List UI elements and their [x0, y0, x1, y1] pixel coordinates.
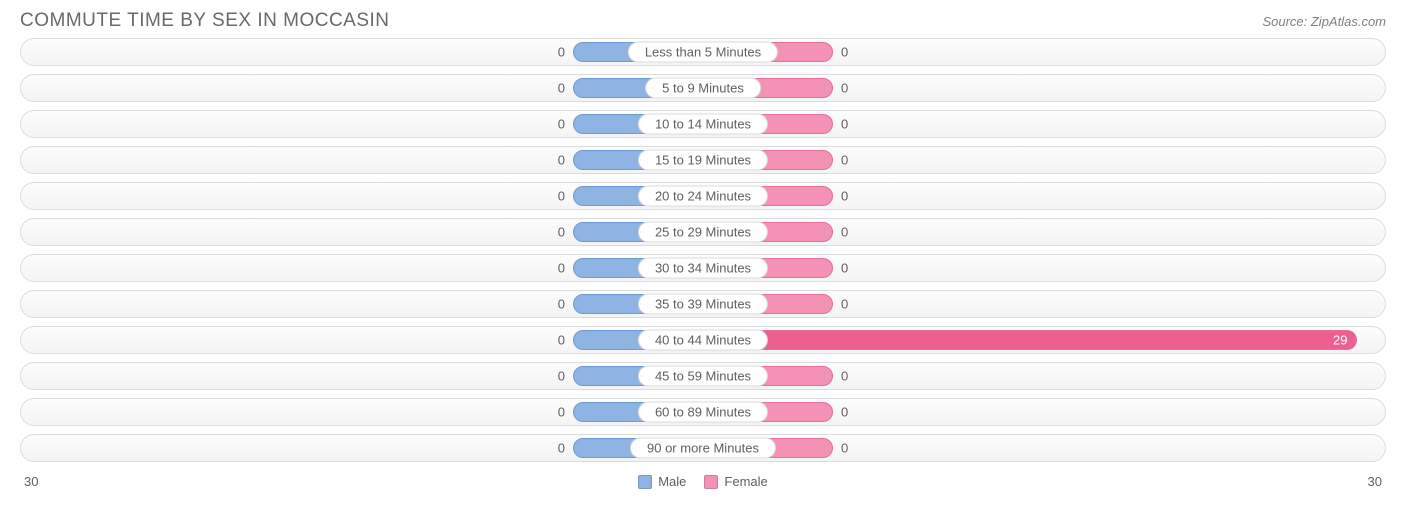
male-value: 0 — [558, 225, 565, 240]
row-category-label: 90 or more Minutes — [630, 438, 776, 459]
female-value: 0 — [841, 369, 848, 384]
axis-max-right: 30 — [1368, 474, 1382, 489]
legend-label-female: Female — [724, 474, 767, 489]
male-value: 0 — [558, 297, 565, 312]
male-value: 0 — [558, 441, 565, 456]
chart-row: 0 0 60 to 89 Minutes — [20, 398, 1386, 426]
row-category-label: 15 to 19 Minutes — [638, 150, 768, 171]
row-category-label: 10 to 14 Minutes — [638, 114, 768, 135]
row-category-label: 45 to 59 Minutes — [638, 366, 768, 387]
female-value: 0 — [841, 261, 848, 276]
axis-max-left: 30 — [24, 474, 38, 489]
legend: Male Female — [638, 474, 768, 489]
chart-header: COMMUTE TIME BY SEX IN MOCCASIN Source: … — [0, 0, 1406, 38]
male-value: 0 — [558, 333, 565, 348]
female-value: 0 — [841, 117, 848, 132]
female-value: 0 — [841, 225, 848, 240]
chart-row: 0 0 Less than 5 Minutes — [20, 38, 1386, 66]
female-value: 0 — [841, 297, 848, 312]
male-swatch-icon — [638, 475, 652, 489]
male-value: 0 — [558, 45, 565, 60]
legend-label-male: Male — [658, 474, 686, 489]
chart-row: 0 0 30 to 34 Minutes — [20, 254, 1386, 282]
female-bar — [703, 330, 1357, 350]
male-value: 0 — [558, 81, 565, 96]
male-value: 0 — [558, 261, 565, 276]
chart-source: Source: ZipAtlas.com — [1262, 14, 1386, 29]
row-category-label: 20 to 24 Minutes — [638, 186, 768, 207]
row-category-label: 5 to 9 Minutes — [645, 78, 761, 99]
male-value: 0 — [558, 189, 565, 204]
female-swatch-icon — [704, 475, 718, 489]
female-value: 0 — [841, 81, 848, 96]
female-value: 0 — [841, 405, 848, 420]
row-category-label: 25 to 29 Minutes — [638, 222, 768, 243]
male-value: 0 — [558, 153, 565, 168]
row-category-label: 35 to 39 Minutes — [638, 294, 768, 315]
chart-row: 0 0 25 to 29 Minutes — [20, 218, 1386, 246]
male-value: 0 — [558, 117, 565, 132]
male-value: 0 — [558, 405, 565, 420]
female-value: 0 — [841, 441, 848, 456]
female-value: 0 — [841, 153, 848, 168]
chart-row: 0 0 20 to 24 Minutes — [20, 182, 1386, 210]
chart-body: 0 0 Less than 5 Minutes 0 0 5 to 9 Minutes 0 0 1… — [0, 38, 1406, 462]
chart-row: 0 29 40 to 44 Minutes — [20, 326, 1386, 354]
female-value: 0 — [841, 45, 848, 60]
row-category-label: 30 to 34 Minutes — [638, 258, 768, 279]
chart-row: 0 0 15 to 19 Minutes — [20, 146, 1386, 174]
chart-title: COMMUTE TIME BY SEX IN MOCCASIN — [20, 10, 390, 32]
chart-row: 0 0 35 to 39 Minutes — [20, 290, 1386, 318]
chart-row: 0 0 10 to 14 Minutes — [20, 110, 1386, 138]
male-value: 0 — [558, 369, 565, 384]
female-value: 29 — [1333, 333, 1347, 348]
legend-item-female: Female — [704, 474, 767, 489]
row-category-label: 60 to 89 Minutes — [638, 402, 768, 423]
chart-row: 0 0 90 or more Minutes — [20, 434, 1386, 462]
chart-footer: 30 Male Female 30 — [0, 470, 1406, 489]
legend-item-male: Male — [638, 474, 686, 489]
chart-row: 0 0 45 to 59 Minutes — [20, 362, 1386, 390]
row-category-label: Less than 5 Minutes — [628, 42, 778, 63]
female-value: 0 — [841, 189, 848, 204]
row-category-label: 40 to 44 Minutes — [638, 330, 768, 351]
chart-row: 0 0 5 to 9 Minutes — [20, 74, 1386, 102]
